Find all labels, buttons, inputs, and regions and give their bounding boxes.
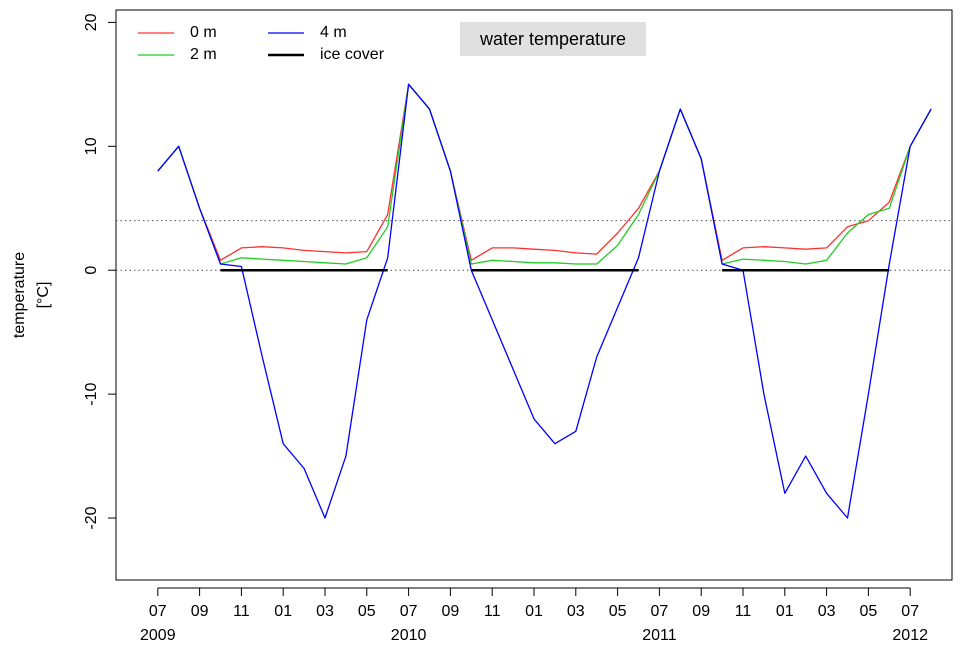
x-tick-label: 01 <box>525 603 543 620</box>
y-tick-label: -20 <box>83 506 100 529</box>
x-tick-label: 07 <box>901 603 919 620</box>
x-tick-label: 11 <box>484 603 501 620</box>
legend-label: 4 m <box>320 24 347 41</box>
x-tick-label: 05 <box>860 603 878 620</box>
x-tick-label: 07 <box>651 603 669 620</box>
x-tick-label: 01 <box>776 603 794 620</box>
x-tick-label: 01 <box>274 603 292 620</box>
x-year-label: 2009 <box>140 627 176 644</box>
series-line <box>157 83 932 265</box>
legend-label: 2 m <box>190 46 217 63</box>
plot-frame <box>115 9 953 581</box>
x-year-label: 2011 <box>642 627 677 644</box>
x-tick-label: 09 <box>442 603 460 620</box>
x-year-label: 2012 <box>892 627 928 644</box>
series-line <box>157 83 932 519</box>
x-tick-label: 11 <box>735 603 752 620</box>
x-tick-label: 03 <box>818 603 836 620</box>
y-axis-unit: [°C] <box>35 282 52 309</box>
x-tick-label: 07 <box>400 603 418 620</box>
x-tick-label: 09 <box>692 603 710 620</box>
series-line <box>157 83 932 261</box>
x-year-label: 2010 <box>391 627 427 644</box>
legend-label: ice cover <box>320 46 385 63</box>
title-box <box>460 22 646 56</box>
x-tick-label: 03 <box>316 603 334 620</box>
y-tick-label: -10 <box>83 382 100 405</box>
chart-title: water temperature <box>479 29 626 49</box>
x-tick-label: 05 <box>609 603 627 620</box>
y-tick-label: 10 <box>83 137 100 155</box>
y-tick-label: 0 <box>83 266 100 275</box>
x-tick-label: 05 <box>358 603 376 620</box>
x-tick-label: 09 <box>191 603 209 620</box>
legend-label: 0 m <box>190 24 217 41</box>
y-tick-label: 20 <box>83 13 100 31</box>
x-tick-label: 07 <box>149 603 167 620</box>
y-axis-label: temperature <box>11 252 28 338</box>
x-tick-label: 03 <box>567 603 585 620</box>
x-tick-label: 11 <box>233 603 250 620</box>
